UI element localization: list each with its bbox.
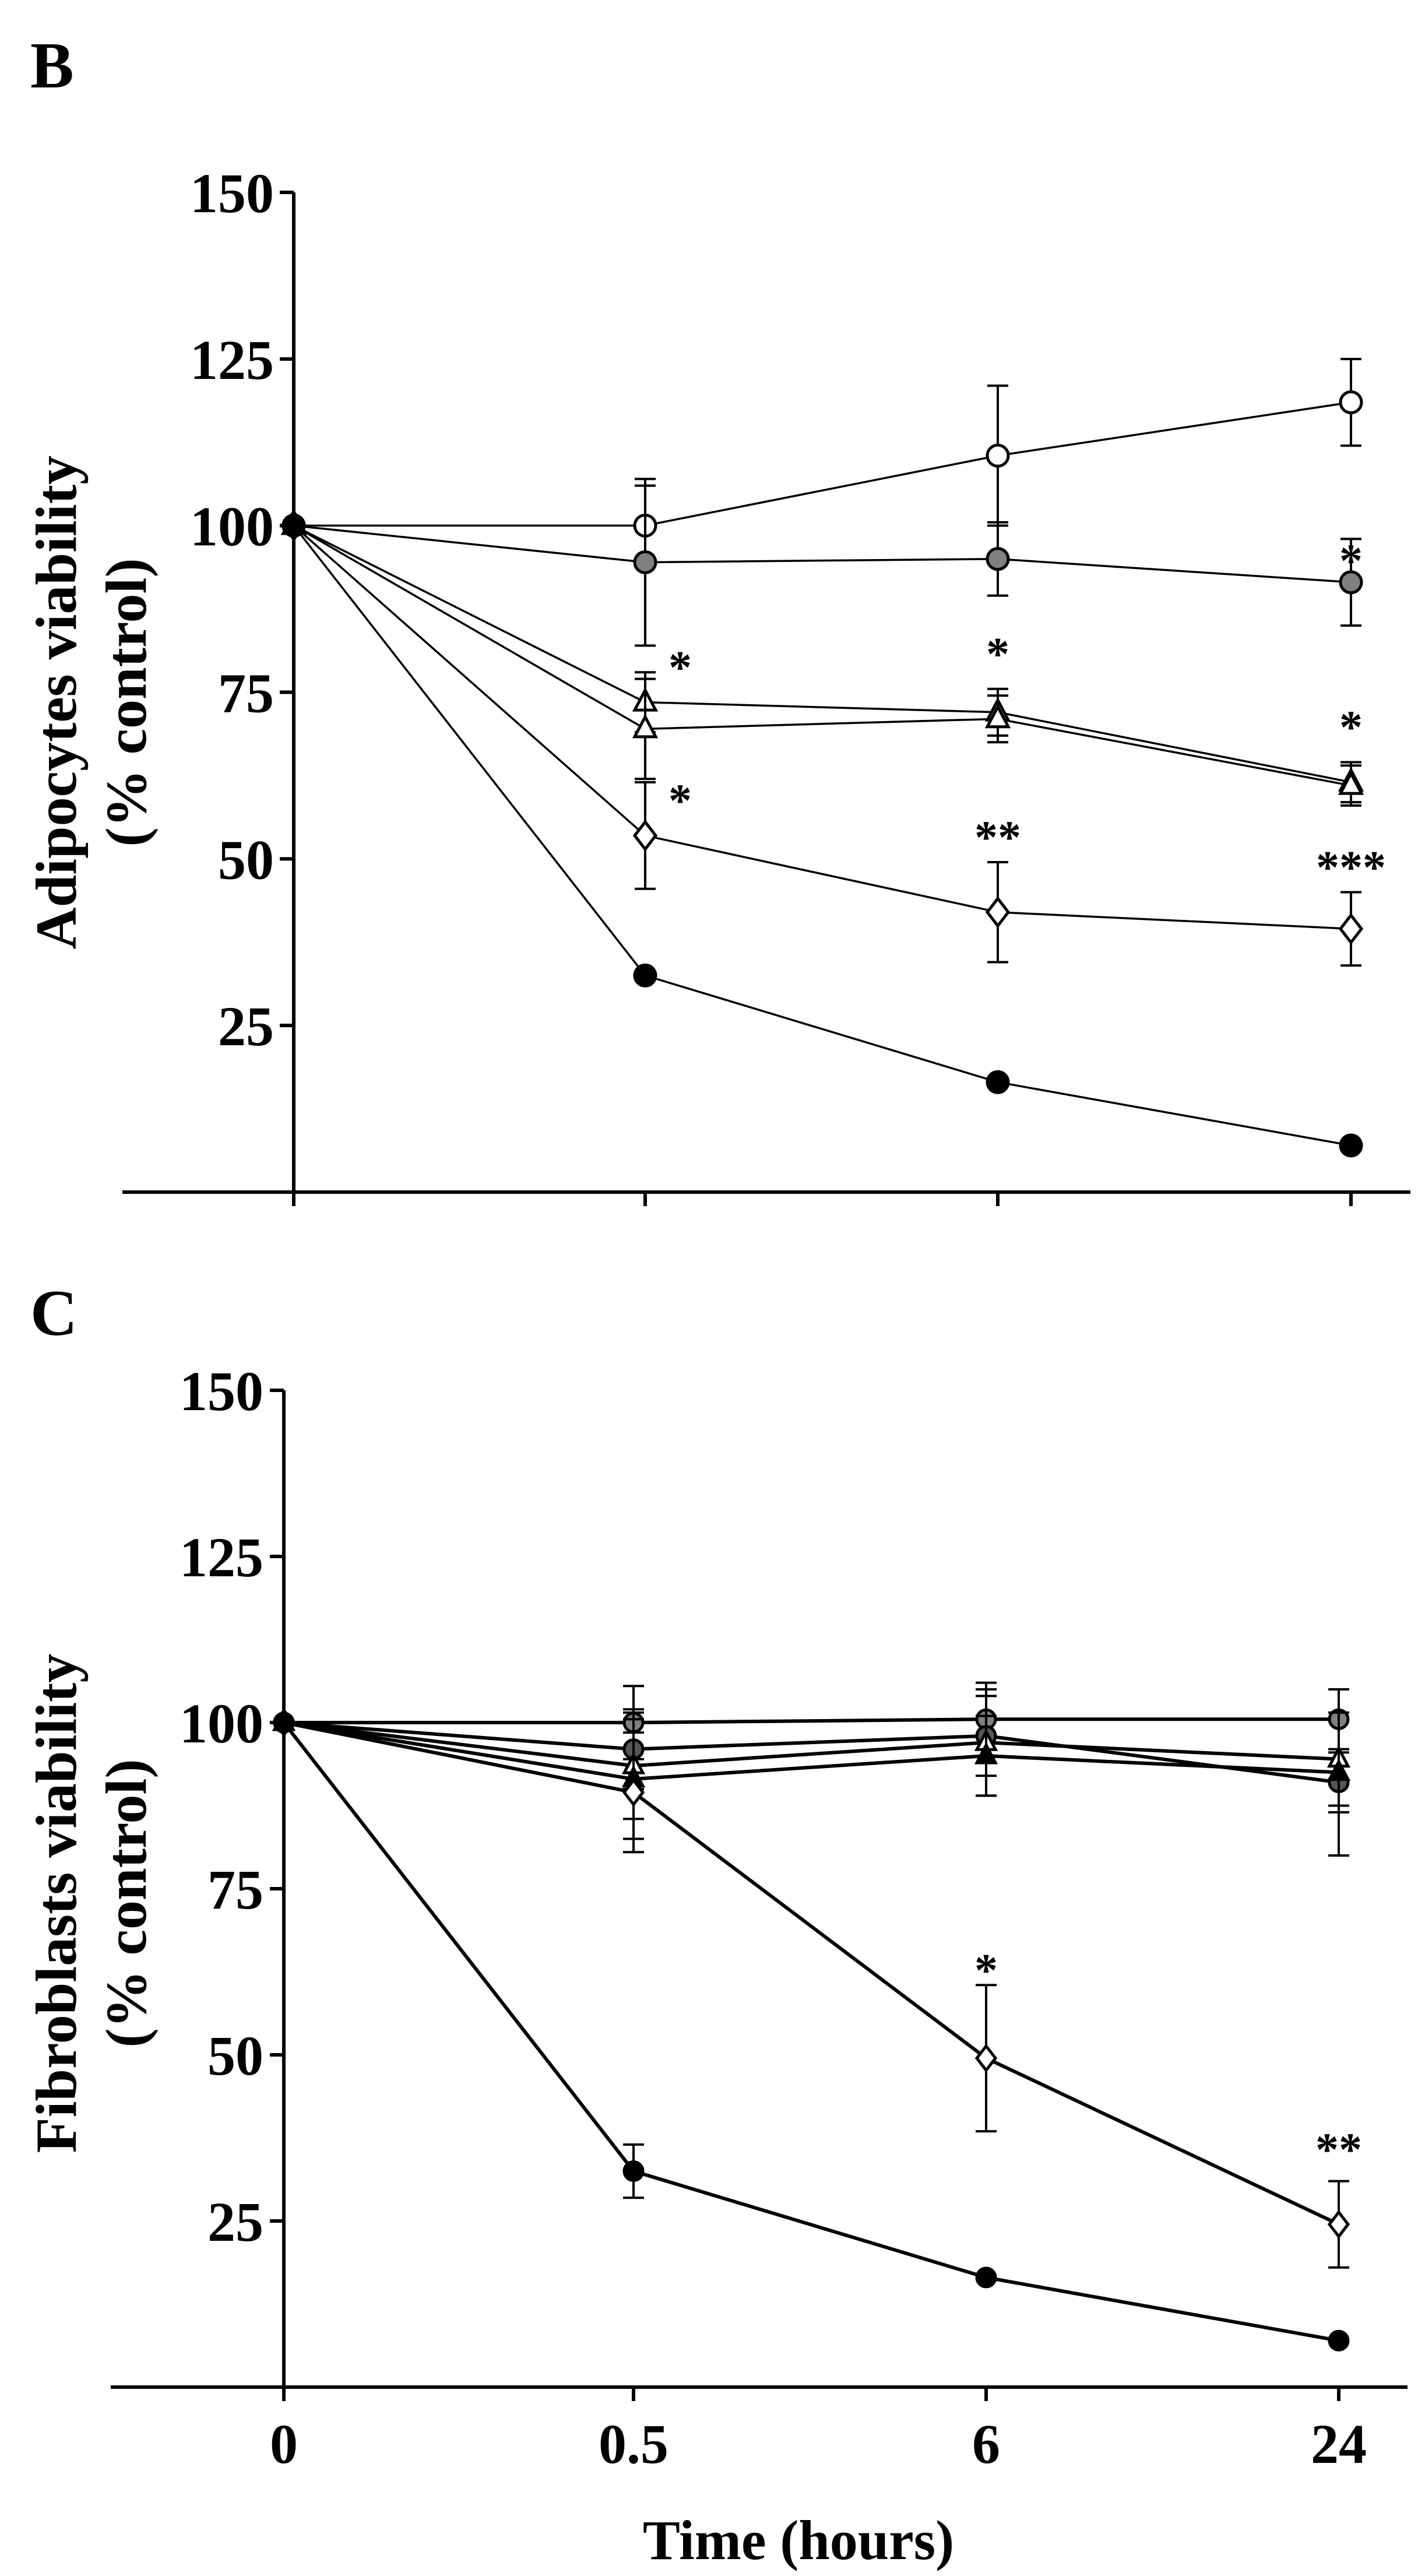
- series-line: [293, 525, 1352, 1147]
- y-tick-label: 50: [218, 828, 274, 891]
- series-line: [283, 1721, 1339, 1784]
- significance-marker: **: [1315, 2125, 1362, 2176]
- data-point: [1338, 770, 1364, 795]
- data-point: [622, 2160, 645, 2182]
- series-line: [283, 1721, 1340, 2226]
- significance-marker: **: [974, 812, 1021, 863]
- data-point: [282, 514, 306, 538]
- y-tick-label: 25: [207, 2191, 263, 2253]
- y-tick-label: 75: [207, 1858, 263, 1921]
- data-point: [632, 714, 659, 739]
- data-point: [986, 444, 1010, 468]
- series-black-circle: [282, 514, 1363, 1158]
- series-open-triangle-b: [280, 510, 1364, 807]
- data-point: [986, 1070, 1010, 1094]
- panel-label-c: C: [30, 1277, 78, 1349]
- y-tick-label: 25: [218, 995, 274, 1057]
- y-tick-label: 50: [207, 2025, 263, 2087]
- data-point: [985, 896, 1011, 929]
- series-line: [282, 1721, 1339, 2343]
- significance-marker: *: [986, 629, 1009, 680]
- panel-label-b: B: [30, 30, 74, 102]
- data-point: [984, 704, 1011, 729]
- data-point: [986, 547, 1010, 571]
- data-point: [974, 1742, 998, 1765]
- x-tick-label: 6: [972, 2413, 1000, 2475]
- data-point: [1339, 390, 1363, 414]
- series-line: [293, 524, 1352, 584]
- data-point: [1339, 570, 1363, 595]
- data-point: [975, 2266, 997, 2289]
- data-point: [1327, 2209, 1350, 2239]
- x-tick-label: 0.5: [599, 2413, 668, 2475]
- y-tick-label: 150: [190, 162, 274, 224]
- data-point: [622, 1777, 645, 1807]
- data-point: [1328, 2329, 1350, 2352]
- data-point: [1339, 1133, 1363, 1158]
- series-black-circle: [273, 1712, 1350, 2352]
- x-tick-label: 24: [1311, 2413, 1367, 2475]
- y-tick-label: 75: [218, 662, 274, 725]
- significance-marker: *: [1339, 536, 1363, 587]
- y-axis-label-line1: Adipocytes viability: [24, 455, 89, 949]
- series-line: [293, 525, 1352, 930]
- series-line: [283, 1721, 1339, 1781]
- series-line: [284, 1717, 1339, 1724]
- y-axis-label-line2: (% control): [94, 1759, 159, 2047]
- x-axis-label: Time (hours): [643, 2509, 954, 2571]
- series-line: [293, 525, 1352, 783]
- series-line: [283, 1721, 1339, 1768]
- significance-marker: *: [668, 775, 692, 827]
- data-point: [1338, 912, 1364, 945]
- series-line: [294, 401, 1352, 527]
- data-point: [974, 2043, 998, 2073]
- y-tick-label: 100: [180, 1692, 263, 1755]
- significance-marker: *: [1339, 702, 1363, 754]
- x-tick-label: 0: [270, 2413, 298, 2475]
- data-point: [633, 963, 657, 987]
- significance-marker: ***: [1316, 842, 1386, 894]
- y-axis-label-line1: Fibroblasts viability: [24, 1654, 89, 2153]
- significance-marker: *: [974, 1945, 998, 1997]
- fibroblasts-panel: C Fibroblasts viability (% control) 150 1…: [24, 1277, 1408, 2571]
- series-grey-circle: [282, 477, 1363, 647]
- y-tick-label: 100: [190, 495, 274, 558]
- y-axis-label-line2: (% control): [94, 558, 159, 846]
- series-line: [293, 525, 1352, 787]
- data-point: [273, 1712, 295, 1734]
- y-tick-label: 125: [190, 329, 274, 391]
- data-point: [632, 819, 658, 852]
- data-point: [633, 550, 657, 575]
- y-tick-label: 125: [180, 1526, 263, 1589]
- significance-marker: *: [668, 642, 692, 694]
- data-point: [1326, 1758, 1351, 1781]
- y-tick-label: 150: [180, 1360, 263, 1422]
- adipocytes-panel: B Adipocytes viability (% control) 150 12…: [24, 30, 1410, 1206]
